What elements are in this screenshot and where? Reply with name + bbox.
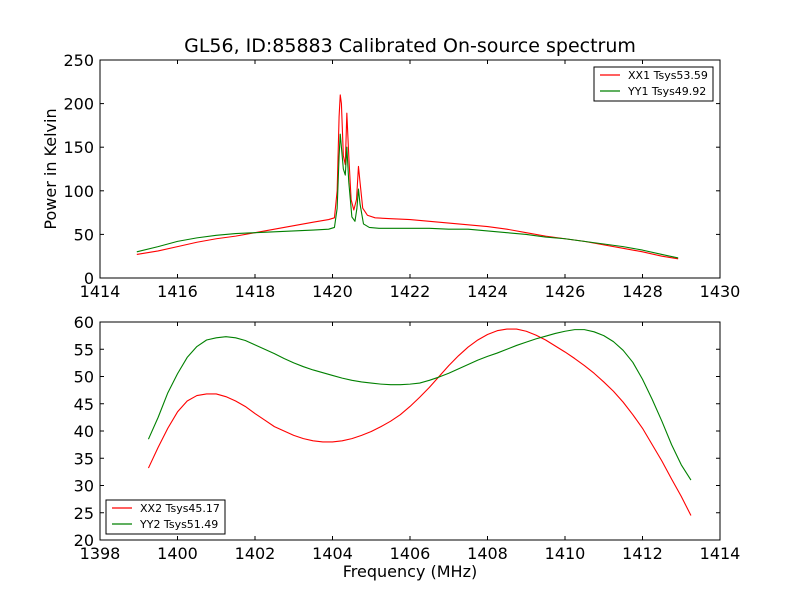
chart-0-x-tick-label: 1414 [80,282,121,301]
chart-0-x-tick-label: 1420 [312,282,353,301]
chart-1-x-axis-title: Frequency (MHz) [343,562,477,581]
chart-0-title: GL56, ID:85883 Calibrated On-source spec… [184,35,636,57]
chart-1-series-line-1 [147,329,692,481]
chart-0-series-line-0 [136,94,679,260]
chart-0-series-line-1 [136,133,679,259]
chart-1-y-tick-label: 20 [74,531,94,550]
chart-1-legend-box [105,499,226,535]
chart-1-x-tick-label: 1404 [312,544,353,563]
chart-0-x-tick-label: 1416 [157,282,198,301]
chart-1-legend-label: XX2 Tsys45.17 [140,502,220,515]
chart-1-y-tick-label: 50 [74,368,94,387]
chart-1-y-tick-label: 60 [74,313,94,332]
chart-1-x-tick-label: 1410 [545,544,586,563]
chart-1-x-tick-label: 1400 [157,544,198,563]
chart-1-y-tick-label: 55 [74,340,94,359]
chart-0-y-tick-label: 0 [84,269,94,288]
chart-0-y-tick-label: 100 [63,182,94,201]
chart-1-y-tick-label: 40 [74,422,94,441]
chart-0-legend-box [593,66,714,102]
bottom-chart: 1398 1400 1402 1404 1406 1408 1410 1412 1414 20 25… [74,313,741,581]
chart-0-legend: XX1 Tsys53.59 YY1 Tsys49.92 [593,66,714,102]
chart-0-y-tick-label: 150 [63,138,94,157]
chart-0-x-tick-label: 1418 [235,282,276,301]
chart-1-y-tick-label: 30 [74,477,94,496]
chart-0-y-tick-label: 200 [63,95,94,114]
chart-0-x-tick-label: 1430 [700,282,741,301]
chart-0-y-tick-label: 250 [63,51,94,70]
top-chart: 1414 1416 1418 1420 1422 1424 1426 1428 1430 0 50 1… [41,35,740,301]
chart-0-legend-label: XX1 Tsys53.59 [628,69,708,82]
chart-1-x-tick-label: 1412 [622,544,663,563]
chart-1-legend-label: YY2 Tsys51.49 [139,518,218,531]
chart-1-x-tick-label: 1402 [235,544,276,563]
chart-0-x-tick-label: 1422 [390,282,431,301]
chart-1-series-line-0 [147,328,692,516]
chart-0-x-tick-label: 1426 [545,282,586,301]
chart-1-legend: XX2 Tsys45.17 YY2 Tsys51.49 [105,499,226,535]
chart-0-legend-label: YY1 Tsys49.92 [627,85,706,98]
chart-0-y-tick-label: 50 [74,225,94,244]
chart-1-x-tick-label: 1406 [390,544,431,563]
chart-0-x-tick-label: 1424 [467,282,508,301]
chart-0-x-tick-label: 1428 [622,282,663,301]
chart-1-y-tick-label: 25 [74,504,94,523]
chart-0-y-axis-title: Power in Kelvin [41,108,60,229]
chart-1-y-tick-label: 35 [74,449,94,468]
chart-1-y-tick-label: 45 [74,395,94,414]
chart-1-x-tick-label: 1414 [700,544,741,563]
chart-1-x-tick-label: 1398 [80,544,121,563]
chart-1-x-tick-label: 1408 [467,544,508,563]
